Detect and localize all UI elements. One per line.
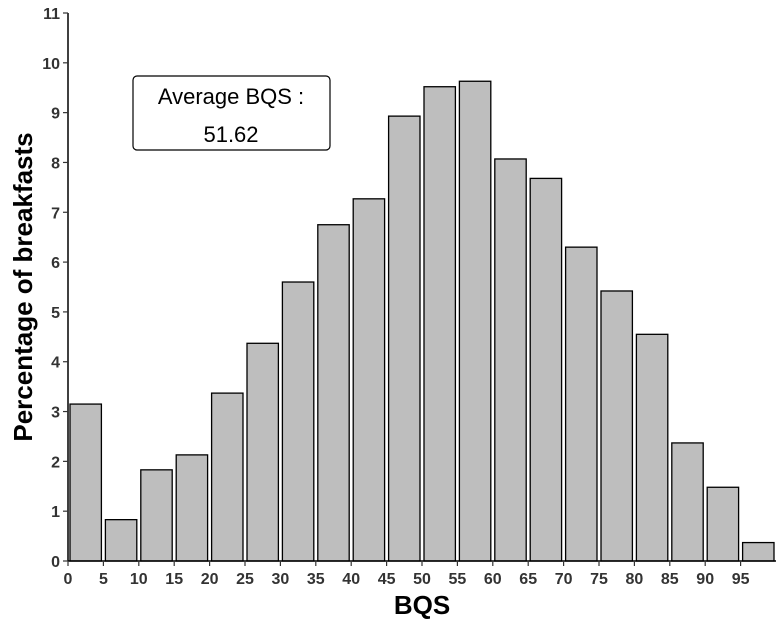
bar-25-30 [246, 342, 280, 562]
annotation-frame [132, 75, 331, 151]
x-tick-label-55: 55 [449, 571, 467, 588]
x-tick-label-80: 80 [626, 571, 644, 588]
x-tick-label-15: 15 [165, 571, 183, 588]
bar-95-100 [741, 541, 775, 562]
x-tick-label-45: 45 [378, 571, 396, 588]
x-tick-label-70: 70 [555, 571, 573, 588]
bar-10-15 [140, 469, 173, 562]
bar-35-40 [317, 224, 350, 562]
bar-20-25 [210, 392, 244, 562]
bar-50-55 [423, 86, 457, 562]
bar-60-65 [494, 158, 527, 562]
bar-30-35 [281, 281, 315, 562]
bar-85-90 [671, 442, 704, 562]
x-tick-label-85: 85 [661, 571, 679, 588]
bar-80-85 [635, 333, 669, 562]
x-tick-label-75: 75 [590, 571, 608, 588]
bar-45-50 [387, 115, 421, 562]
bar-75-80 [600, 290, 634, 562]
y-axis-title: Percentage of breakfasts [8, 132, 38, 441]
y-tick-label-2: 2 [51, 454, 60, 471]
bar-55-60 [458, 80, 492, 562]
y-tick-label-6: 6 [51, 255, 60, 272]
annotation-label: Average BQS : [158, 84, 304, 109]
bars-layer [69, 80, 775, 562]
annotation-value: 51.62 [203, 122, 258, 147]
x-tick-label-65: 65 [519, 571, 537, 588]
x-tick-label-50: 50 [413, 571, 431, 588]
bar-70-75 [564, 246, 598, 562]
bar-15-20 [175, 454, 209, 562]
average-annotation: Average BQS : 51.62 [132, 75, 331, 151]
x-tick-label-5: 5 [99, 571, 108, 588]
x-tick-label-90: 90 [696, 571, 714, 588]
x-tick-label-30: 30 [272, 571, 290, 588]
y-tick-label-10: 10 [42, 56, 60, 73]
x-tick-label-60: 60 [484, 571, 502, 588]
y-tick-label-8: 8 [51, 155, 60, 172]
y-tick-label-7: 7 [51, 205, 60, 222]
x-tick-label-10: 10 [130, 571, 148, 588]
bar-0-5 [69, 403, 103, 562]
y-tick-label-3: 3 [51, 405, 60, 422]
x-tick-label-20: 20 [201, 571, 219, 588]
y-tick-label-5: 5 [51, 305, 60, 322]
y-tick-label-9: 9 [51, 106, 60, 123]
x-tick-label-95: 95 [732, 571, 750, 588]
bar-90-95 [706, 486, 740, 562]
x-tick-label-40: 40 [342, 571, 360, 588]
bar-40-45 [352, 198, 386, 562]
y-tick-label-0: 0 [51, 554, 60, 571]
y-tick-label-1: 1 [51, 504, 60, 521]
y-tick-label-11: 11 [43, 6, 60, 23]
x-axis-title: BQS [394, 590, 450, 620]
x-tick-label-0: 0 [64, 571, 73, 588]
bar-5-10 [104, 519, 138, 562]
x-tick-label-25: 25 [236, 571, 254, 588]
bar-65-70 [529, 177, 563, 562]
x-tick-label-35: 35 [307, 571, 325, 588]
y-tick-label-4: 4 [51, 355, 60, 372]
